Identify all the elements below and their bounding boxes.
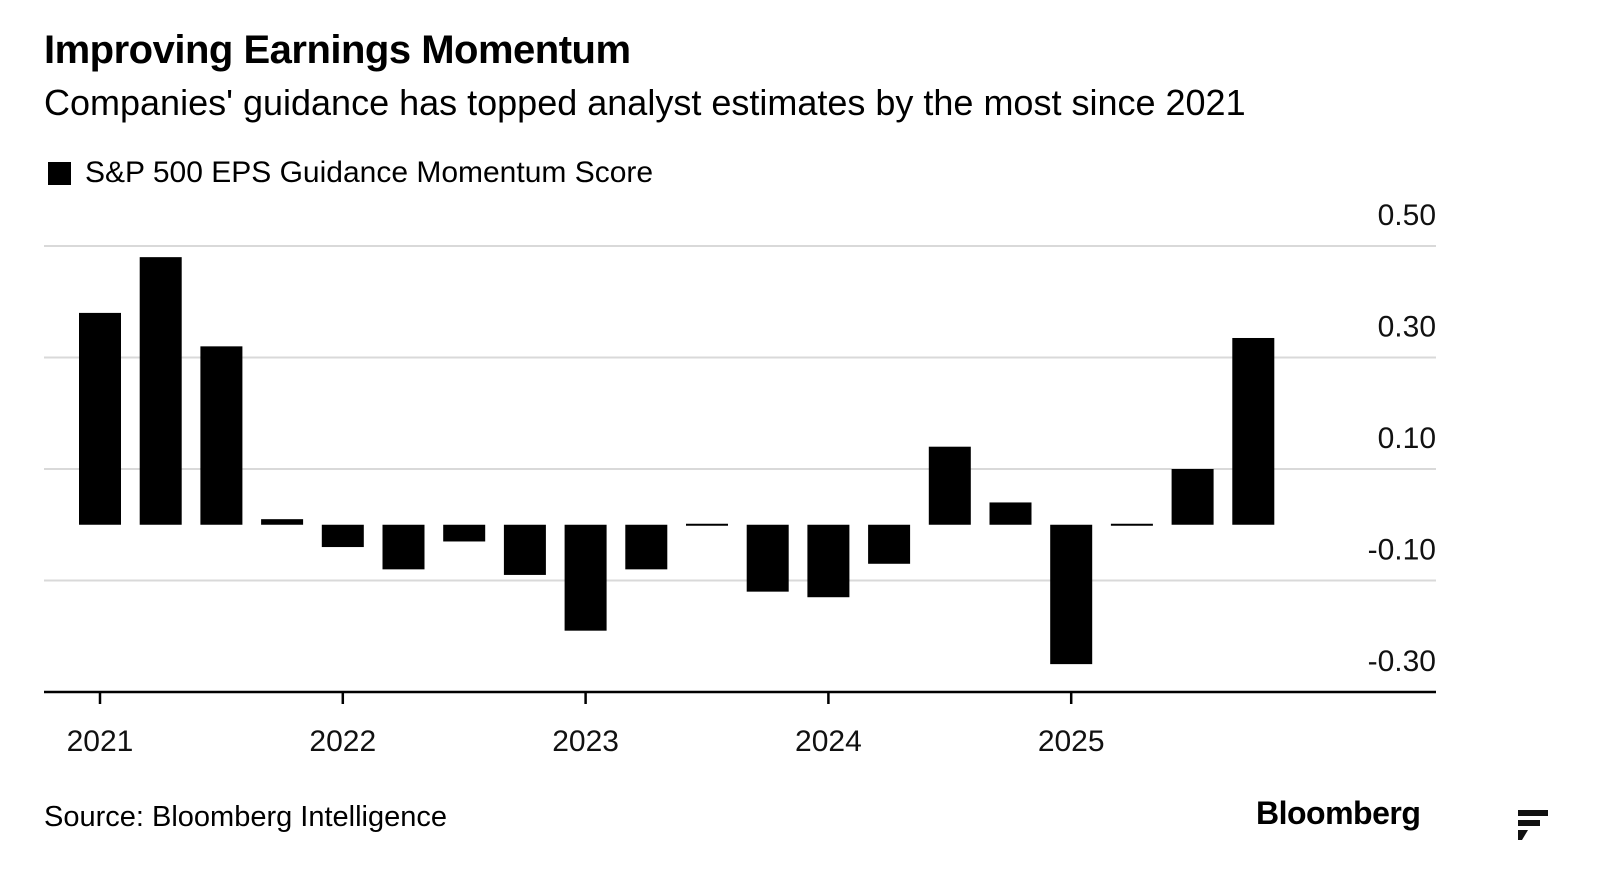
bar-2023-q4	[746, 524, 789, 592]
bar-2024-q3	[928, 446, 971, 525]
source-note: Source: Bloomberg Intelligence	[44, 801, 448, 833]
y-axis-labels: 0.50 0.30 0.10 -0.10 -0.30	[1368, 199, 1436, 678]
bar-2023-q2	[625, 524, 668, 570]
corner-logo-icon	[1518, 810, 1548, 840]
bar-2022-q1	[321, 524, 364, 548]
bar-2021-q2	[139, 257, 182, 525]
y-tick-label: -0.30	[1368, 645, 1436, 678]
y-tick-label: 0.30	[1378, 311, 1436, 344]
gridlines	[44, 245, 1436, 582]
bar-2023-q1	[564, 524, 607, 631]
x-tick-label: 2022	[309, 725, 376, 758]
y-tick-label: 0.10	[1378, 422, 1436, 455]
bar-2025-q2	[1110, 523, 1153, 526]
x-tick-label: 2025	[1038, 725, 1105, 758]
x-tick-label: 2021	[67, 725, 134, 758]
bar-2025-q3	[1171, 469, 1214, 525]
bar-2021-q4	[261, 519, 304, 525]
bar-2021-q3	[200, 346, 243, 525]
bar-2025-q4	[1232, 337, 1275, 525]
y-tick-label: -0.10	[1368, 534, 1436, 567]
bar-2024-q4	[989, 502, 1032, 525]
chart-subtitle: Companies' guidance has topped analyst e…	[44, 82, 1246, 123]
bar-2024-q2	[868, 524, 911, 564]
x-axis: 2021 2022 2023 2024 2025	[44, 690, 1436, 758]
x-tick-label: 2024	[795, 725, 862, 758]
bar-2023-q3	[686, 523, 728, 526]
legend-label: S&P 500 EPS Guidance Momentum Score	[85, 156, 654, 189]
x-tick-label: 2023	[552, 725, 619, 758]
chart-title: Improving Earnings Momentum	[44, 28, 631, 72]
y-tick-label: 0.50	[1378, 199, 1436, 232]
legend-swatch	[48, 161, 71, 185]
bar-2021-q1	[79, 312, 121, 525]
bloomberg-logo: Bloomberg	[1256, 795, 1421, 831]
bars	[79, 257, 1275, 665]
bar-2022-q2	[382, 524, 425, 570]
bar-2022-q4	[503, 524, 546, 575]
bar-2022-q3	[443, 524, 486, 542]
bar-2024-q1	[807, 524, 850, 598]
bar-2025-q1	[1050, 524, 1093, 665]
legend: S&P 500 EPS Guidance Momentum Score	[48, 156, 653, 190]
